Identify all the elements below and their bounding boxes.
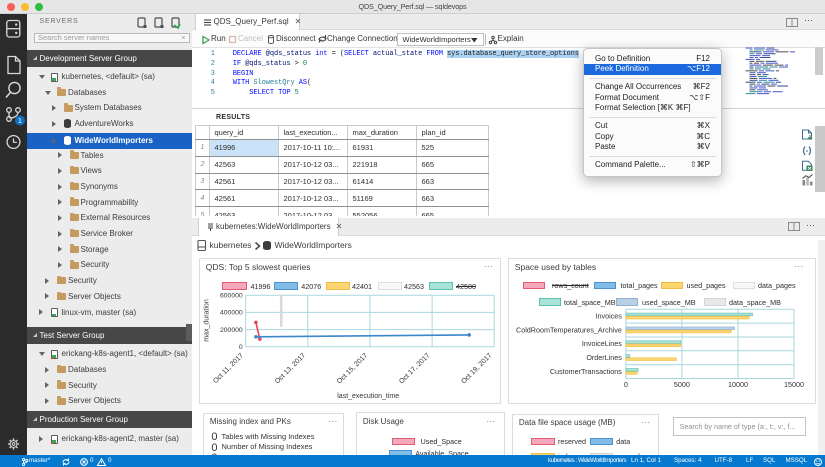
svg-text:Oct 19, 2017: Oct 19, 2017 bbox=[461, 352, 494, 385]
svg-text:Oct 13, 2017: Oct 13, 2017 bbox=[274, 352, 307, 385]
svg-text:ColdRoomTemperatures_Archive: ColdRoomTemperatures_Archive bbox=[516, 325, 622, 334]
svg-text:200000: 200000 bbox=[220, 326, 243, 333]
svg-text:max_duration: max_duration bbox=[204, 299, 211, 342]
svg-text:5000: 5000 bbox=[674, 380, 690, 389]
svg-text:15000: 15000 bbox=[784, 380, 804, 389]
svg-text:600000: 600000 bbox=[220, 292, 243, 299]
svg-text:Invoices: Invoices bbox=[596, 311, 623, 320]
svg-text:Oct 17, 2017: Oct 17, 2017 bbox=[399, 352, 432, 385]
svg-text:InvoiceLines: InvoiceLines bbox=[582, 339, 622, 348]
svg-text:10000: 10000 bbox=[728, 380, 748, 389]
svg-text:last_execution_time: last_execution_time bbox=[338, 393, 400, 400]
svg-text:OrderLines: OrderLines bbox=[587, 353, 623, 362]
svg-text:Oct 15, 2017: Oct 15, 2017 bbox=[336, 352, 369, 385]
svg-text:1: 1 bbox=[18, 118, 22, 125]
svg-text:0: 0 bbox=[624, 380, 628, 389]
svg-text:CustomerTransactions: CustomerTransactions bbox=[550, 366, 622, 375]
svg-text:400000: 400000 bbox=[220, 309, 243, 316]
svg-text:Oct 11, 2017: Oct 11, 2017 bbox=[212, 352, 245, 385]
svg-text:0: 0 bbox=[239, 344, 243, 351]
